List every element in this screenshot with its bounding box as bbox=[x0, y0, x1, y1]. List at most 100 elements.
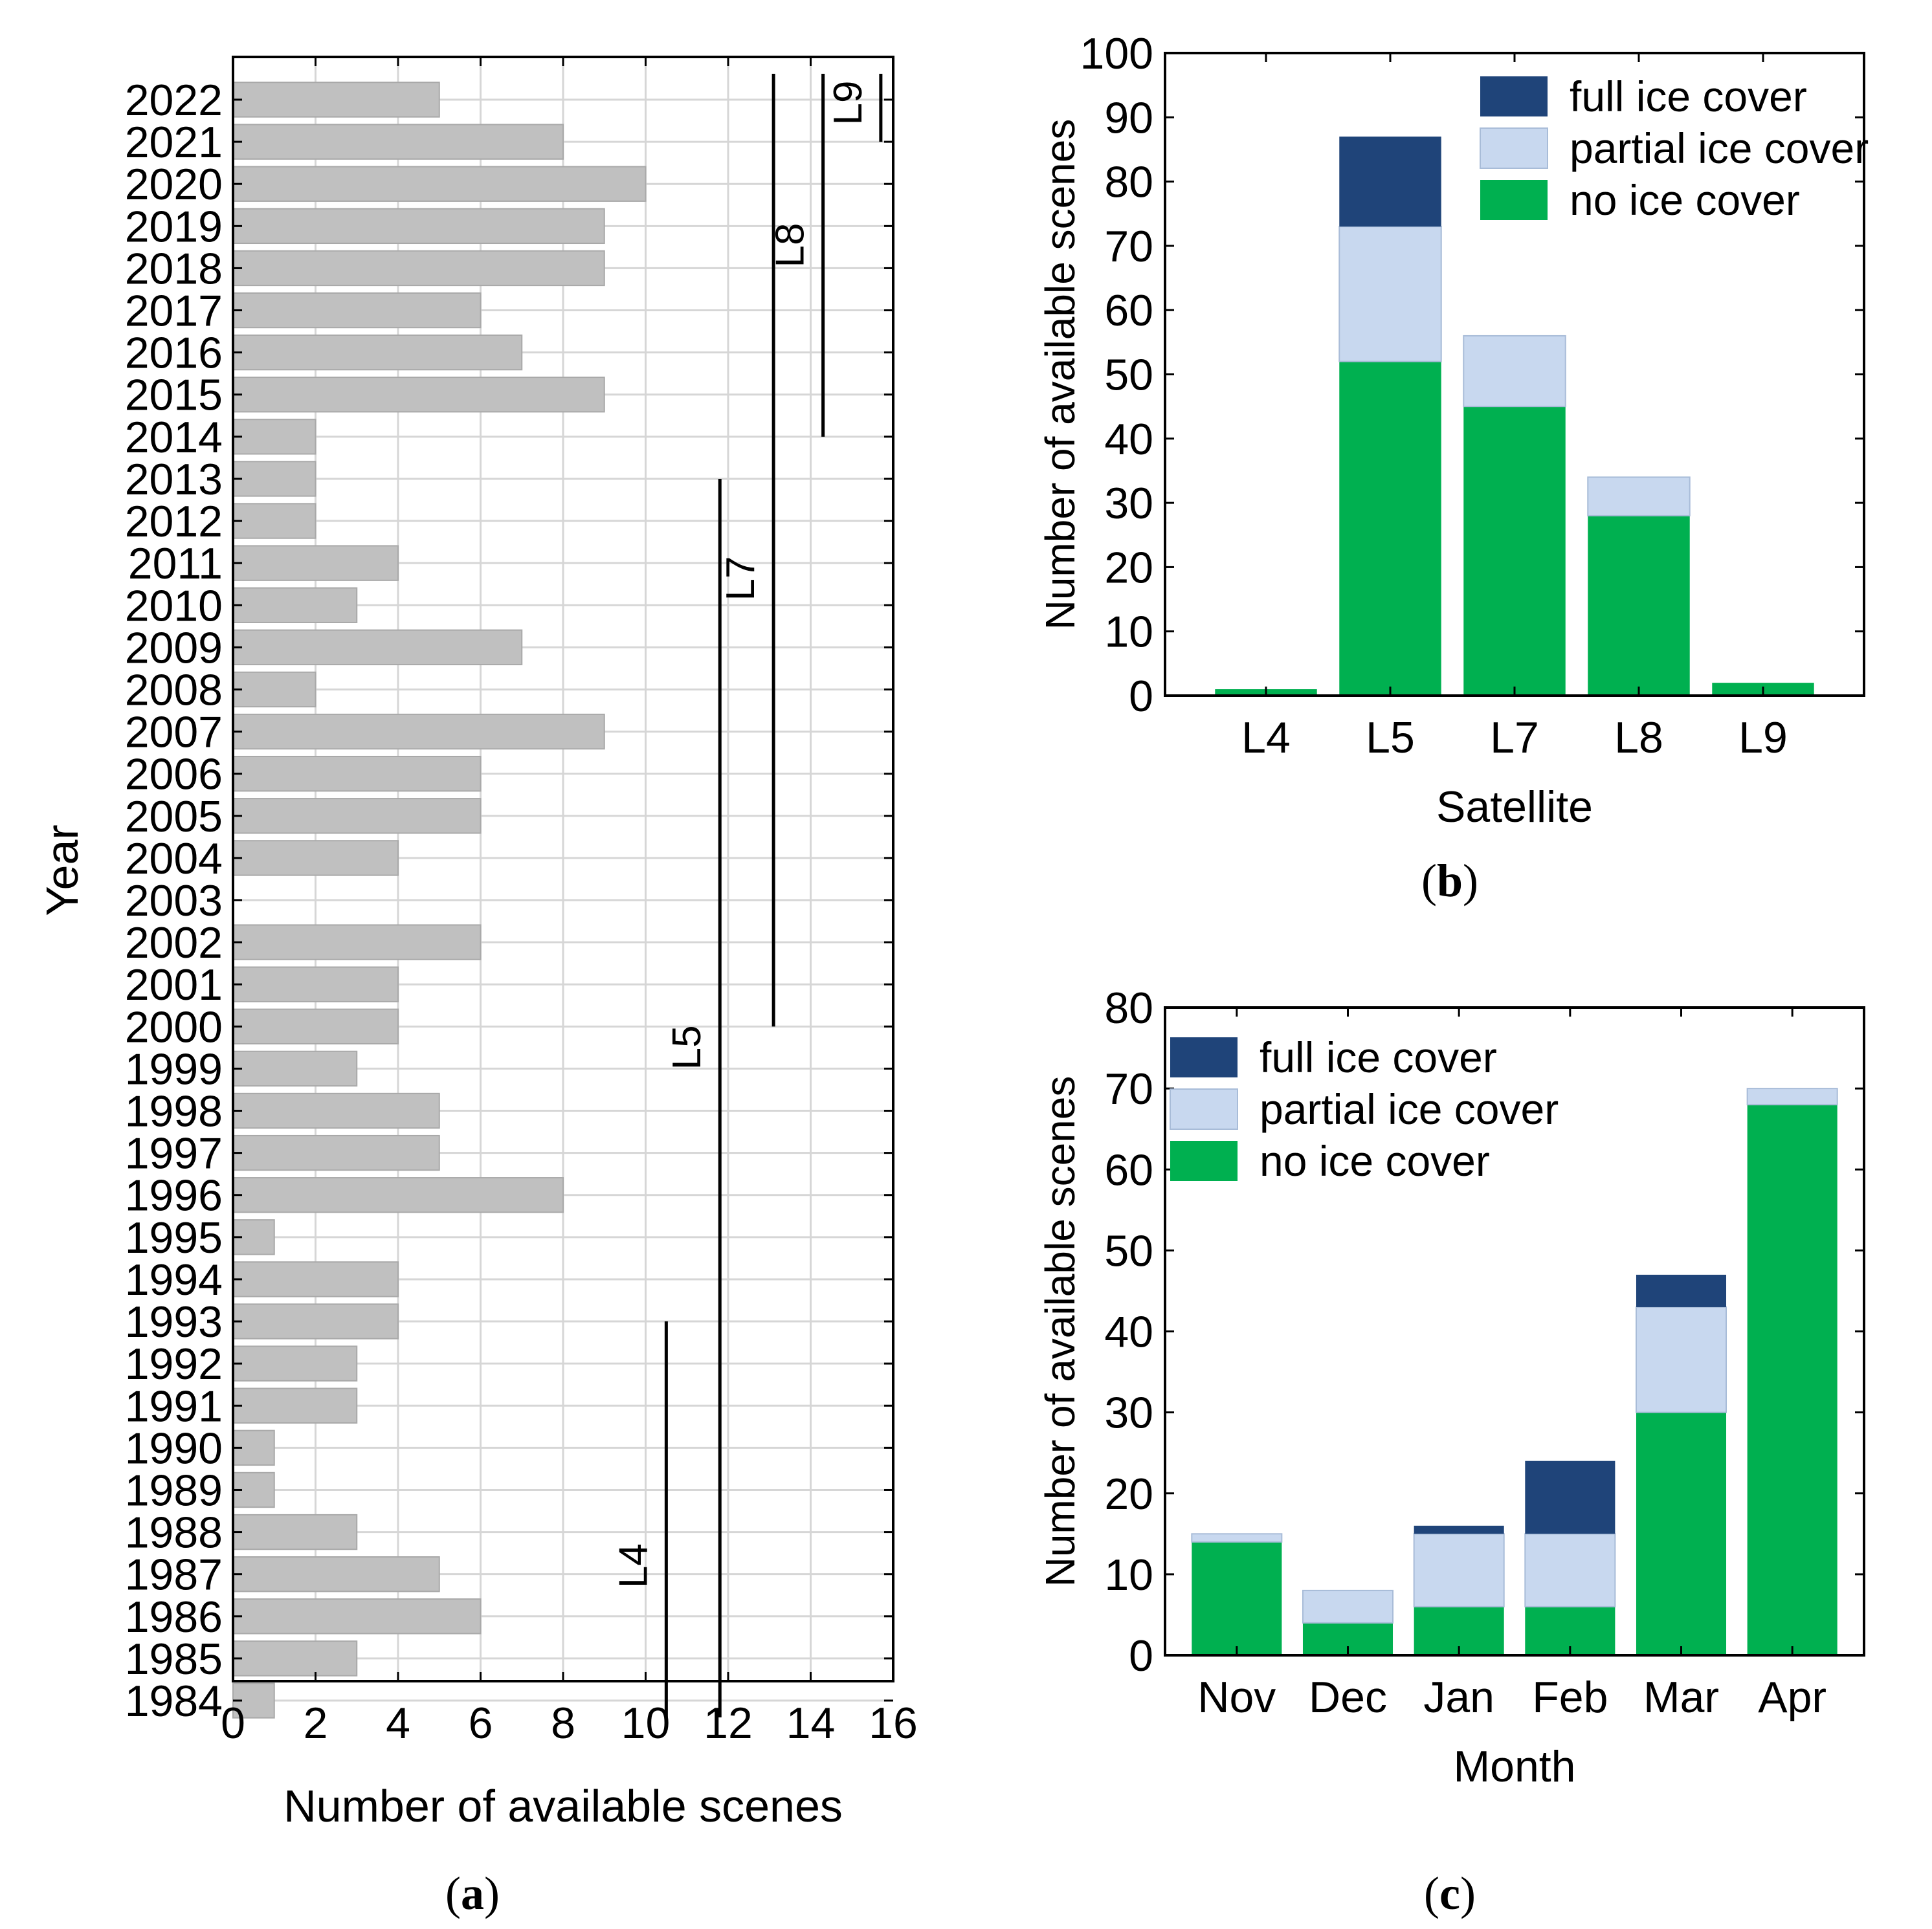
bar-2008 bbox=[232, 671, 316, 708]
bar-1998 bbox=[232, 1092, 440, 1129]
bar-2011 bbox=[232, 545, 399, 581]
bar-L5-full-ice-cover bbox=[1339, 137, 1441, 227]
legend-swatch-full-ice-cover bbox=[1170, 1037, 1238, 1077]
bar-Dec-partial-ice-cover bbox=[1302, 1589, 1394, 1624]
bar-1993 bbox=[232, 1303, 399, 1339]
y-tick-label: 60 bbox=[1104, 286, 1153, 335]
panel-label-a: (a) bbox=[445, 1868, 500, 1919]
x-tick-label: Nov bbox=[1197, 1673, 1276, 1722]
x-tick-label: L8 bbox=[1614, 713, 1663, 762]
bar-2004 bbox=[232, 840, 399, 876]
y-tick-label: 2001 bbox=[125, 960, 223, 1009]
panel-b-satellite-chart: 0 10 20 30 40 50 60 70 80 90 100 L4 L5 L7 L8 L9 Satellit… bbox=[1037, 29, 1869, 907]
bar-2013 bbox=[232, 461, 316, 497]
y-tick-label: 1989 bbox=[125, 1466, 223, 1515]
y-tick-label: 2022 bbox=[125, 76, 223, 125]
y-tick-label: 80 bbox=[1104, 984, 1153, 1033]
period-label-L5: L5 bbox=[665, 1025, 709, 1070]
y-tick-label: 2012 bbox=[125, 497, 223, 546]
y-tick-label: 1987 bbox=[125, 1550, 223, 1600]
y-tick-label: 80 bbox=[1104, 158, 1153, 207]
bar-1992 bbox=[232, 1345, 358, 1382]
x-tick-label: 12 bbox=[704, 1699, 753, 1748]
panel-label-b: (b) bbox=[1421, 855, 1478, 907]
y-tick-label: 30 bbox=[1104, 479, 1153, 528]
x-tick-label: 10 bbox=[621, 1699, 671, 1748]
legend-swatch-no-ice-cover bbox=[1480, 180, 1548, 220]
bar-L5-partial-ice-cover bbox=[1338, 226, 1442, 362]
x-tick-label: L9 bbox=[1738, 713, 1788, 762]
y-tick-label: 20 bbox=[1104, 1470, 1153, 1519]
panel-label-c: (c) bbox=[1424, 1868, 1476, 1919]
legend-swatch-partial-ice-cover bbox=[1170, 1088, 1238, 1130]
y-tick-label: 1992 bbox=[125, 1339, 223, 1389]
bar-L7-no-ice-cover bbox=[1463, 406, 1566, 696]
x-tick-label: L7 bbox=[1490, 713, 1539, 762]
y-tick-label: 1997 bbox=[125, 1129, 223, 1178]
x-axis-title: Number of available scenes bbox=[283, 1781, 843, 1831]
period-label-L4: L4 bbox=[611, 1543, 656, 1588]
y-tick-label: 0 bbox=[1129, 672, 1153, 721]
bar-2002 bbox=[232, 924, 482, 960]
y-tick-label: 1984 bbox=[125, 1677, 223, 1726]
y-tick-label: 2013 bbox=[125, 455, 223, 504]
y-tick-label: 2007 bbox=[125, 708, 223, 757]
x-tick-label: 4 bbox=[386, 1699, 410, 1748]
bar-2009 bbox=[232, 629, 523, 666]
bar-1987 bbox=[232, 1556, 440, 1593]
bar-2005 bbox=[232, 798, 482, 834]
y-tick-label: 70 bbox=[1104, 222, 1153, 271]
y-tick-label: 2009 bbox=[125, 623, 223, 672]
bar-2021 bbox=[232, 124, 564, 160]
y-tick-label: 1986 bbox=[125, 1593, 223, 1642]
x-tick-label: L5 bbox=[1366, 713, 1415, 762]
y-tick-label: 2011 bbox=[128, 539, 223, 588]
y-tick-label: 2010 bbox=[125, 581, 223, 630]
y-tick-label: 90 bbox=[1104, 93, 1153, 142]
bar-Feb-full-ice-cover bbox=[1525, 1461, 1616, 1534]
period-label-L8: L8 bbox=[768, 223, 813, 268]
y-tick-label: 1993 bbox=[125, 1297, 223, 1347]
y-tick-label: 2020 bbox=[125, 160, 223, 209]
y-tick-label: 2016 bbox=[125, 329, 223, 378]
y-tick-label: 2000 bbox=[125, 1002, 223, 1052]
y-tick-label: 2015 bbox=[125, 371, 223, 420]
y-tick-label: 0 bbox=[1129, 1631, 1153, 1681]
y-tick-label: 2019 bbox=[125, 202, 223, 251]
bar-2022 bbox=[232, 82, 440, 118]
y-tick-label: 40 bbox=[1104, 415, 1153, 464]
x-tick-label: Dec bbox=[1309, 1673, 1387, 1722]
y-axis-title: Number of available scenes bbox=[1037, 119, 1083, 630]
x-axis-title: Satellite bbox=[1436, 782, 1593, 832]
bar-Jan-partial-ice-cover bbox=[1413, 1533, 1505, 1607]
x-tick-label: Mar bbox=[1643, 1673, 1719, 1722]
y-tick-label: 70 bbox=[1104, 1064, 1153, 1114]
y-tick-label: 100 bbox=[1080, 29, 1153, 78]
bar-2019 bbox=[232, 208, 605, 245]
bar-2014 bbox=[232, 419, 316, 455]
x-tick-label: 8 bbox=[551, 1699, 575, 1748]
y-axis-title: Year bbox=[37, 824, 87, 916]
y-tick-label: 10 bbox=[1104, 608, 1153, 657]
bar-1999 bbox=[232, 1050, 358, 1087]
y-tick-label: 2002 bbox=[125, 918, 223, 967]
y-tick-label: 20 bbox=[1104, 543, 1153, 592]
x-tick-label: 6 bbox=[469, 1699, 493, 1748]
bar-Jan-full-ice-cover bbox=[1414, 1525, 1504, 1534]
y-tick-label: 1998 bbox=[125, 1087, 223, 1136]
y-tick-label: 2006 bbox=[125, 750, 223, 799]
y-tick-label: 1994 bbox=[125, 1255, 223, 1305]
y-tick-label: 2017 bbox=[125, 287, 223, 336]
y-tick-label: 2014 bbox=[125, 413, 223, 462]
bar-2001 bbox=[232, 966, 399, 1002]
x-axis-title: Month bbox=[1454, 1742, 1576, 1791]
y-tick-label: 1985 bbox=[125, 1635, 223, 1684]
bar-Nov-partial-ice-cover bbox=[1191, 1533, 1283, 1543]
bar-1985 bbox=[232, 1640, 358, 1677]
y-axis-title: Number of available scenes bbox=[1037, 1076, 1083, 1587]
y-tick-label: 2004 bbox=[125, 834, 223, 883]
x-tick-label: Feb bbox=[1532, 1673, 1608, 1722]
bar-2015 bbox=[232, 377, 605, 413]
legend-label: partial ice cover bbox=[1570, 124, 1869, 172]
bar-L5-no-ice-cover bbox=[1339, 361, 1441, 696]
